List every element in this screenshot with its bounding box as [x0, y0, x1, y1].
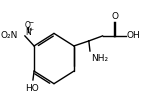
Text: O: O: [25, 21, 31, 30]
Text: −: −: [29, 20, 34, 25]
Text: +: +: [29, 27, 34, 32]
Text: HO: HO: [25, 84, 39, 93]
Text: NH₂: NH₂: [91, 54, 108, 63]
Text: OH: OH: [126, 31, 140, 40]
Text: O: O: [111, 12, 118, 21]
Text: O₂N: O₂N: [1, 31, 18, 40]
Text: N: N: [25, 28, 31, 37]
